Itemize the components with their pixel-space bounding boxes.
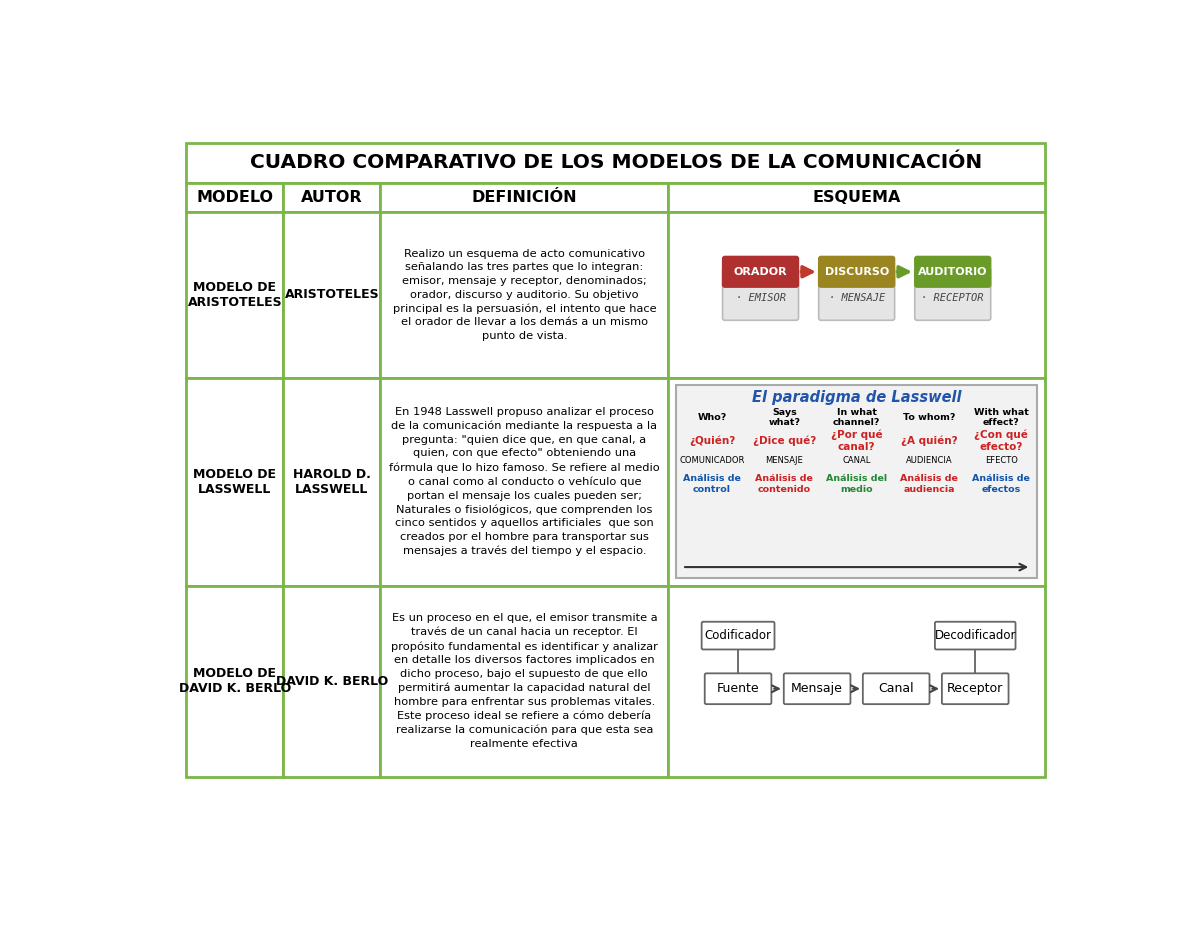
Text: ORADOR: ORADOR (733, 267, 787, 277)
Text: El paradigma de Lasswell: El paradigma de Lasswell (752, 390, 961, 405)
Text: Who?: Who? (697, 413, 727, 422)
Text: ¿Con qué
efecto?: ¿Con qué efecto? (974, 430, 1028, 451)
Text: Canal: Canal (878, 682, 914, 695)
Bar (668, 586, 1045, 777)
Bar (283, 212, 380, 377)
FancyBboxPatch shape (702, 622, 774, 650)
FancyBboxPatch shape (704, 673, 772, 705)
Text: ¿Dice qué?: ¿Dice qué? (752, 436, 816, 446)
Text: Fuente: Fuente (716, 682, 760, 695)
Text: MODELO DE
ARISTOTELES: MODELO DE ARISTOTELES (187, 281, 282, 309)
Text: Says
what?: Says what? (768, 408, 800, 427)
Bar (668, 212, 1045, 377)
FancyBboxPatch shape (863, 673, 930, 705)
Text: Análisis de
contenido: Análisis de contenido (756, 475, 814, 493)
FancyBboxPatch shape (935, 622, 1015, 650)
Text: To whom?: To whom? (902, 413, 955, 422)
Text: Es un proceso en el que, el emisor transmite a
través de un canal hacia un recep: Es un proceso en el que, el emisor trans… (391, 613, 658, 749)
Bar (283, 377, 380, 586)
Bar (380, 586, 668, 777)
FancyBboxPatch shape (784, 673, 851, 705)
Text: COMUNICADOR: COMUNICADOR (679, 456, 745, 465)
Text: ¿Quién?: ¿Quién? (689, 436, 736, 446)
Text: DISCURSO: DISCURSO (824, 267, 889, 277)
Text: ESQUEMA: ESQUEMA (812, 190, 901, 205)
Text: Realizo un esquema de acto comunicativo
señalando las tres partes que lo integra: Realizo un esquema de acto comunicativo … (392, 248, 656, 341)
Text: MENSAJE: MENSAJE (766, 456, 803, 465)
FancyBboxPatch shape (818, 257, 895, 287)
Text: DEFINICIÓN: DEFINICIÓN (472, 190, 577, 205)
Text: Decodificador: Decodificador (935, 629, 1016, 642)
Bar (676, 386, 1037, 578)
Text: Análisis de
efectos: Análisis de efectos (972, 475, 1030, 493)
Text: MODELO DE
LASSWELL: MODELO DE LASSWELL (193, 467, 276, 496)
Bar (186, 212, 283, 377)
Text: · MENSAJE: · MENSAJE (828, 293, 884, 303)
Text: HAROLD D.
LASSWELL: HAROLD D. LASSWELL (293, 467, 371, 496)
Text: MODELO: MODELO (197, 190, 274, 205)
Text: · EMISOR: · EMISOR (736, 293, 786, 303)
FancyBboxPatch shape (942, 673, 1008, 705)
Text: Análisis del
medio: Análisis del medio (826, 475, 887, 493)
Bar (283, 183, 380, 212)
FancyBboxPatch shape (722, 268, 798, 321)
Text: AUDIENCIA: AUDIENCIA (906, 456, 953, 465)
Bar (186, 586, 283, 777)
Text: CUADRO COMPARATIVO DE LOS MODELOS DE LA COMUNICACIÓN: CUADRO COMPARATIVO DE LOS MODELOS DE LA … (250, 153, 982, 172)
Text: EFECTO: EFECTO (985, 456, 1018, 465)
Text: In what
channel?: In what channel? (833, 408, 881, 427)
Bar (380, 183, 668, 212)
Bar (186, 183, 283, 212)
Bar (380, 377, 668, 586)
Text: DAVID K. BERLO: DAVID K. BERLO (276, 675, 388, 688)
Bar (186, 143, 1045, 183)
FancyBboxPatch shape (914, 268, 991, 321)
Text: ¿Por qué
canal?: ¿Por qué canal? (830, 430, 882, 451)
Bar (380, 212, 668, 377)
Text: ¿A quién?: ¿A quién? (901, 436, 958, 446)
Text: Análisis de
audiencia: Análisis de audiencia (900, 475, 958, 493)
Text: ARISTOTELES: ARISTOTELES (284, 288, 379, 301)
Text: MODELO DE
DAVID K. BERLO: MODELO DE DAVID K. BERLO (179, 667, 292, 695)
Text: Receptor: Receptor (947, 682, 1003, 695)
Text: With what
effect?: With what effect? (973, 408, 1028, 427)
Bar (668, 183, 1045, 212)
Text: Codificador: Codificador (704, 629, 772, 642)
Text: AUDITORIO: AUDITORIO (918, 267, 988, 277)
Text: En 1948 Lasswell propuso analizar el proceso
de la comunicación mediante la resp: En 1948 Lasswell propuso analizar el pro… (389, 407, 660, 556)
Text: AUTOR: AUTOR (301, 190, 362, 205)
FancyBboxPatch shape (914, 257, 991, 287)
Bar (186, 377, 283, 586)
FancyBboxPatch shape (722, 257, 798, 287)
Text: Análisis de
control: Análisis de control (683, 475, 740, 493)
Bar (283, 586, 380, 777)
FancyBboxPatch shape (818, 268, 895, 321)
Text: · RECEPTOR: · RECEPTOR (922, 293, 984, 303)
Bar (668, 377, 1045, 586)
Text: Mensaje: Mensaje (791, 682, 844, 695)
Text: CANAL: CANAL (842, 456, 871, 465)
